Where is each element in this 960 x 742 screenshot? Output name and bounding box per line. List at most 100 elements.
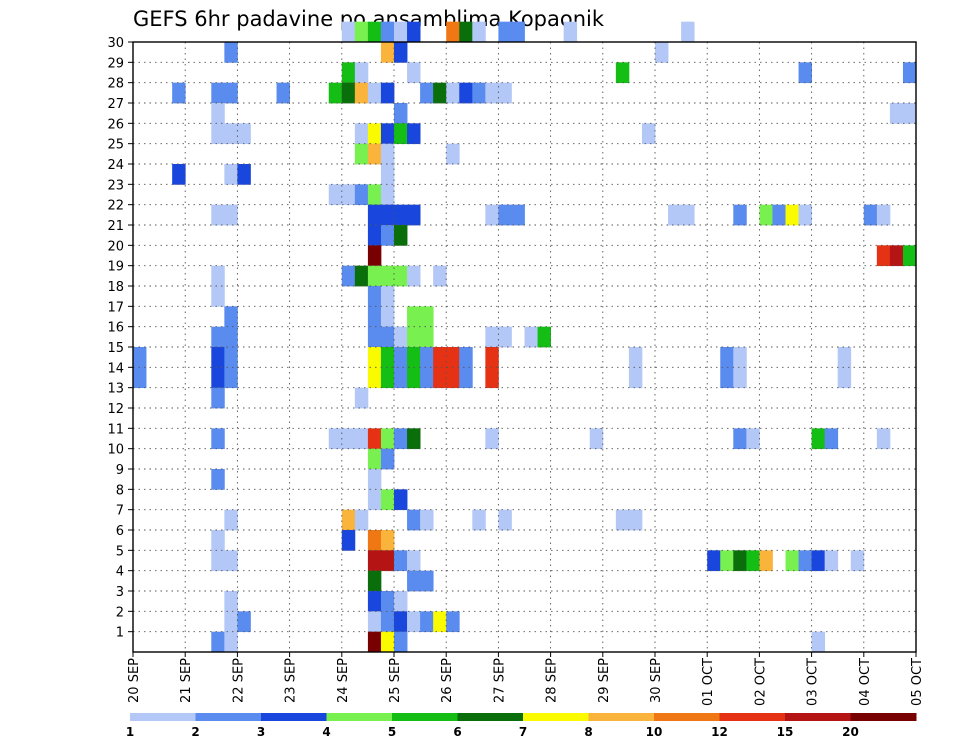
- heatmap-cell: [459, 21, 473, 43]
- heatmap-cell: [681, 21, 695, 43]
- heatmap-cell: [211, 286, 225, 307]
- heatmap-cell: [367, 367, 382, 389]
- heatmap-cell: [902, 103, 917, 124]
- heatmap-cell: [485, 204, 499, 226]
- heatmap-cell: [380, 204, 395, 226]
- colorbar-swatch: [523, 713, 589, 721]
- heatmap-cell: [380, 286, 395, 307]
- y-tick-label: 6: [116, 524, 124, 539]
- colorbar: 1 2 3 4 5 6 7 8 10 12 15 20: [126, 713, 917, 739]
- heatmap-cell: [380, 123, 395, 145]
- y-tick-label: 19: [107, 260, 124, 275]
- heatmap-cell: [172, 82, 186, 104]
- heatmap-cell: [433, 82, 447, 104]
- colorbar-label: 4: [322, 725, 330, 739]
- heatmap-cell: [407, 347, 421, 368]
- y-tick-label: 10: [107, 443, 124, 458]
- heatmap-cell: [380, 42, 395, 63]
- heatmap-cell: [341, 82, 356, 104]
- heatmap-cell: [380, 143, 395, 165]
- heatmap-cell: [224, 204, 238, 226]
- colorbar-swatch: [654, 713, 720, 721]
- y-tick-label: 17: [107, 300, 124, 315]
- heatmap-cell: [498, 82, 512, 104]
- heatmap-cell: [785, 204, 799, 226]
- x-tick-label: 27 SEP: [492, 658, 507, 703]
- heatmap-cell: [446, 367, 460, 389]
- heatmap-cell: [380, 530, 395, 551]
- colorbar-label: 3: [257, 725, 265, 739]
- heatmap-cell: [472, 82, 486, 104]
- heatmap-cell: [380, 184, 395, 206]
- heatmap-cell: [420, 367, 434, 389]
- y-tick-label: 1: [116, 626, 124, 641]
- heatmap-cell: [224, 367, 238, 389]
- colorbar-label: 20: [842, 725, 859, 739]
- heatmap-cell: [394, 204, 408, 226]
- x-tick-label: 29 SEP: [597, 658, 612, 703]
- heatmap-cell: [367, 448, 382, 470]
- y-tick-label: 13: [107, 382, 124, 397]
- heatmap-cell: [394, 123, 408, 145]
- heatmap-cell: [367, 225, 382, 246]
- heatmap-cell: [211, 123, 225, 145]
- heatmap-cell: [380, 448, 395, 470]
- heatmap-cell: [211, 103, 225, 124]
- heatmap-cell: [354, 184, 369, 206]
- colorbar-swatch: [850, 713, 917, 721]
- heatmap-cell: [628, 347, 643, 368]
- heatmap-cell: [485, 82, 499, 104]
- heatmap-cell: [759, 550, 773, 572]
- x-tick-label: 26 SEP: [440, 658, 455, 703]
- colorbar-swatch: [261, 713, 327, 721]
- heatmap-cell: [224, 347, 238, 368]
- heatmap-cell: [341, 184, 356, 206]
- heatmap-cell: [380, 550, 395, 572]
- heatmap-cell: [133, 347, 147, 368]
- heatmap-cell: [837, 367, 852, 389]
- heatmap-cell: [380, 326, 395, 348]
- y-tick-label: 14: [107, 361, 124, 376]
- heatmap-cell: [211, 530, 225, 551]
- heatmap-cell: [655, 42, 669, 63]
- heatmap-cell: [394, 367, 408, 389]
- heatmap-cell: [537, 326, 551, 348]
- heatmap-cell: [224, 123, 238, 145]
- heatmap-cell: [446, 347, 460, 368]
- heatmap-cell: [863, 204, 878, 226]
- heatmap-cell: [367, 611, 382, 633]
- heatmap-cell: [524, 326, 538, 348]
- heatmap-cell: [798, 550, 812, 572]
- x-tick-label: 01 OCT: [701, 658, 716, 706]
- x-tick-label: 03 OCT: [806, 658, 821, 706]
- heatmap-cell: [472, 21, 486, 43]
- heatmap-cell: [420, 347, 434, 368]
- heatmap-cell: [407, 21, 421, 43]
- heatmap-cell: [380, 347, 395, 368]
- heatmap-cell: [681, 204, 695, 226]
- heatmap-cell: [380, 164, 395, 185]
- heatmap-cell: [420, 570, 434, 592]
- heatmap-cell: [407, 428, 421, 450]
- y-tick-label: 27: [107, 97, 124, 112]
- heatmap-cell: [785, 550, 799, 572]
- heatmap-cell: [367, 306, 382, 328]
- heatmap-cell: [367, 21, 382, 43]
- heatmap-cell: [902, 62, 917, 84]
- heatmap-cell: [367, 428, 382, 450]
- heatmap-cell: [367, 143, 382, 165]
- heatmap-cell: [394, 21, 408, 43]
- heatmap-cell: [367, 82, 382, 104]
- heatmap-cells: [133, 21, 917, 653]
- heatmap-cell: [380, 82, 395, 104]
- heatmap-cell: [224, 550, 238, 572]
- heatmap-cell: [211, 428, 225, 450]
- heatmap-cell: [498, 204, 512, 226]
- heatmap-cell: [211, 326, 225, 348]
- colorbar-label: 1: [126, 725, 134, 739]
- heatmap-cell: [394, 225, 408, 246]
- heatmap-cell: [354, 387, 369, 409]
- heatmap-cell: [341, 265, 356, 287]
- heatmap-cell: [407, 204, 421, 226]
- heatmap-cell: [811, 631, 826, 653]
